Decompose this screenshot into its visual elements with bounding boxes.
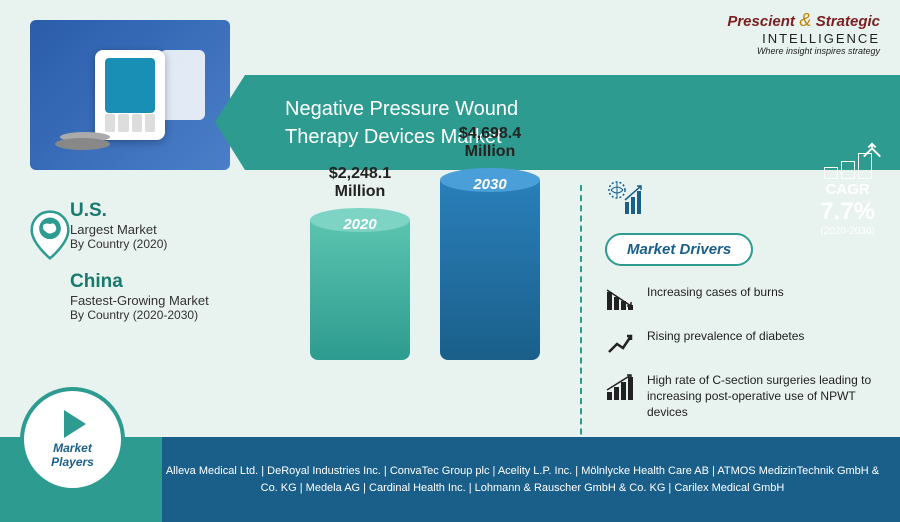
driver-text: High rate of C-section surgeries leading… — [647, 372, 885, 421]
country-sub: Largest Market — [70, 222, 270, 237]
driver-item: Rising prevalence of diabetes — [605, 328, 885, 358]
cylinder-value: $2,248.1Million — [310, 165, 410, 201]
declining-bars-icon — [605, 284, 635, 314]
logo-tagline: Where insight inspires strategy — [727, 46, 880, 56]
cylinder-year: 2020 — [310, 216, 410, 233]
npwt-device-graphic — [95, 50, 165, 140]
market-drivers-title: Market Drivers — [605, 233, 753, 266]
growth-bars-icon — [820, 153, 875, 179]
market-players-list: Alleva Medical Ltd. | DeRoyal Industries… — [0, 463, 900, 496]
rising-arrow-icon — [605, 328, 635, 358]
map-pin-icon — [25, 210, 75, 260]
driver-item: High rate of C-section surgeries leading… — [605, 372, 885, 421]
globe-chart-icon — [605, 180, 885, 223]
country-us: U.S. Largest Market By Country (2020) — [70, 200, 270, 251]
country-period: By Country (2020) — [70, 237, 270, 251]
logo-subtitle: INTELLIGENCE — [727, 31, 880, 46]
foam-pad-graphic — [55, 138, 110, 150]
driver-text: Increasing cases of burns — [647, 284, 784, 300]
driver-text: Rising prevalence of diabetes — [647, 328, 804, 344]
country-period: By Country (2020-2030) — [70, 308, 270, 322]
brand-logo: Prescient & Strategic INTELLIGENCE Where… — [727, 10, 880, 56]
market-players-label: MarketPlayers — [51, 442, 94, 468]
country-name: China — [70, 271, 270, 293]
cylinder-value: $4,698.4Million — [440, 125, 540, 161]
cylinder-2020: $2,248.1Million 2020 — [310, 220, 410, 360]
title-banner: Negative Pressure Wound Therapy Devices … — [245, 75, 900, 170]
rising-bars-icon — [605, 372, 635, 402]
logo-text-1: Prescient — [727, 13, 795, 30]
market-players-badge: MarketPlayers — [20, 387, 125, 492]
country-highlights: U.S. Largest Market By Country (2020) Ch… — [70, 200, 270, 342]
logo-text-2: Strategic — [816, 13, 880, 30]
market-players-band: Alleva Medical Ltd. | DeRoyal Industries… — [0, 437, 900, 522]
cylinder-2030: $4,698.4Million 2030 — [440, 180, 540, 360]
vertical-divider — [580, 185, 582, 465]
title-line-1: Negative Pressure Wound — [285, 95, 518, 123]
logo-ampersand: & — [799, 10, 811, 30]
cylinder-year: 2030 — [440, 176, 540, 193]
product-image — [30, 20, 230, 170]
driver-item: Increasing cases of burns — [605, 284, 885, 314]
market-drivers-section: Market Drivers Increasing cases of burns… — [605, 180, 885, 435]
country-name: U.S. — [70, 200, 270, 222]
play-icon — [64, 410, 86, 438]
country-china: China Fastest-Growing Market By Country … — [70, 271, 270, 322]
market-size-chart: $2,248.1Million 2020 $4,698.4Million 203… — [310, 180, 540, 360]
country-sub: Fastest-Growing Market — [70, 293, 270, 308]
canister-graphic — [160, 50, 205, 120]
